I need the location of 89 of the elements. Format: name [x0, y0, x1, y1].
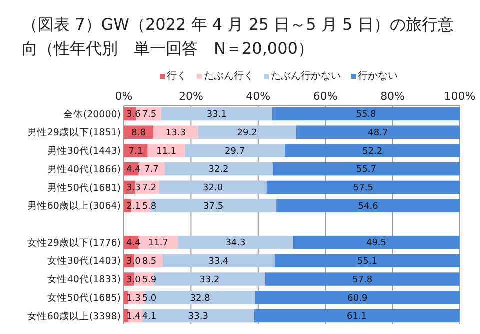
bar — [159, 180, 267, 194]
bar — [274, 254, 460, 268]
bar — [255, 291, 460, 304]
data-label: 7.2 — [142, 184, 157, 194]
data-label: 11.7 — [148, 238, 168, 249]
x-tick-label: 60% — [313, 90, 338, 103]
y-tick-label: 女性50代(1685) — [47, 292, 121, 304]
bar — [162, 254, 275, 268]
y-tick-label: 男性50代(1681) — [47, 182, 121, 194]
data-label: 34.3 — [226, 238, 246, 249]
y-tick-label: 女性30代(1403) — [47, 255, 121, 268]
bar — [272, 107, 460, 121]
y-tick-label: 女性29歳以下(1776) — [27, 236, 121, 249]
bar — [276, 199, 460, 212]
bar — [296, 126, 460, 139]
data-label: 55.8 — [356, 110, 377, 120]
bar — [161, 107, 273, 121]
bar — [198, 126, 296, 139]
data-label: 8.8 — [132, 128, 146, 139]
legend-label: 行かない — [358, 71, 398, 82]
data-label: 29.7 — [225, 146, 246, 157]
data-label: 7.1 — [128, 146, 144, 157]
y-tick-label: 男性40代(1866) — [47, 163, 121, 176]
data-label: 4.1 — [142, 312, 157, 322]
data-label: 1.4 — [126, 312, 142, 322]
bar — [284, 144, 460, 158]
data-label: 5.9 — [142, 275, 157, 286]
data-label: 57.5 — [353, 184, 374, 194]
data-label: 57.8 — [352, 275, 373, 286]
data-label: 3.0 — [126, 257, 142, 268]
data-label: 5.8 — [142, 202, 157, 212]
bar — [254, 309, 460, 323]
data-label: 55.7 — [356, 165, 376, 176]
data-label: 2.1 — [126, 202, 141, 212]
bar — [142, 309, 254, 323]
bar — [164, 162, 273, 176]
bar — [124, 144, 148, 158]
bar — [185, 144, 285, 158]
data-label: 7.5 — [142, 110, 157, 120]
data-label: 3.6 — [126, 110, 142, 120]
y-tick-label: 男性60歳以上(3064) — [27, 200, 121, 212]
legend-label: たぶん行かない — [271, 71, 341, 82]
data-label: 33.4 — [208, 257, 230, 268]
data-label: 54.6 — [358, 202, 379, 212]
x-tick-label: 100% — [444, 90, 476, 103]
data-label: 48.7 — [368, 128, 388, 139]
data-label: 52.2 — [362, 146, 383, 157]
data-label: 49.5 — [366, 238, 387, 249]
y-tick-label: 女性40代(1833) — [47, 274, 121, 286]
data-label: 5.0 — [142, 294, 157, 304]
data-label: 3.0 — [126, 275, 142, 286]
y-tick-label: 全体(20000) — [63, 108, 121, 120]
data-label: 13.3 — [166, 128, 186, 139]
data-label: 4.4 — [126, 238, 142, 249]
data-label: 4.4 — [126, 165, 142, 176]
bar — [145, 291, 256, 304]
data-label: 33.2 — [200, 275, 220, 286]
y-tick-label: 男性30代(1443) — [47, 145, 121, 158]
chart-title: （図表 7）GW（2022 年 4 月 25 日～5 月 5 日）の旅行意向（性年代別 単一回答 N＝20,000） — [22, 15, 454, 58]
bar — [148, 144, 186, 158]
bar — [124, 291, 128, 304]
data-label: 60.9 — [348, 294, 368, 304]
data-label: 29.2 — [237, 128, 258, 139]
data-label: 33.1 — [206, 110, 227, 120]
data-label: 33.3 — [188, 312, 208, 322]
data-label: 11.1 — [156, 146, 177, 157]
legend-label: 行く — [167, 71, 187, 82]
x-tick-label: 20% — [178, 90, 204, 103]
x-tick-label: 80% — [380, 90, 406, 103]
bar — [272, 162, 460, 176]
x-tick-label: 40% — [246, 90, 271, 103]
bar — [266, 180, 460, 194]
bar — [265, 272, 460, 286]
y-tick-label: 男性29歳以下(1851) — [27, 126, 121, 139]
data-label: 61.1 — [346, 312, 368, 322]
x-tick-label: 0% — [115, 90, 133, 103]
data-label: 8.5 — [142, 257, 157, 268]
data-label: 55.1 — [357, 257, 378, 268]
legend-label: たぶん行く — [204, 71, 254, 82]
data-label: 37.5 — [204, 202, 224, 212]
data-label: 32.8 — [190, 294, 211, 304]
data-label: 1.3 — [126, 294, 141, 304]
y-tick-label: 女性60歳以上(3398) — [27, 310, 121, 322]
data-label: 3.3 — [126, 184, 141, 194]
data-label: 7.7 — [144, 165, 159, 176]
bar — [293, 236, 460, 250]
bar — [178, 236, 294, 250]
data-label: 32.2 — [208, 165, 229, 176]
data-label: 32.0 — [203, 184, 224, 194]
